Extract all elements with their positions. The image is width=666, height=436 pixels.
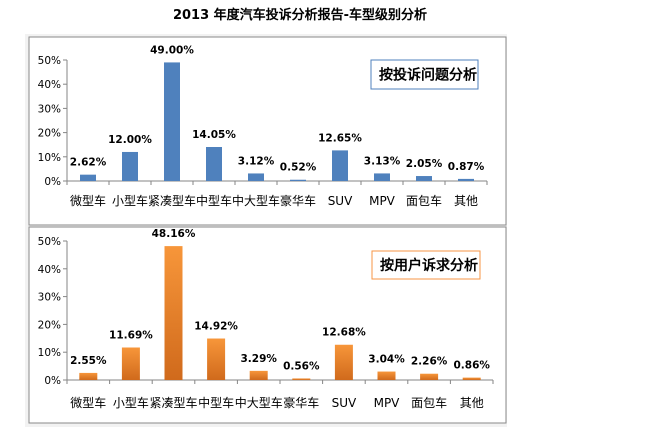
chart-title: 按用户诉求分析 <box>380 257 478 274</box>
data-label: 0.87% <box>448 161 485 173</box>
bar <box>420 373 439 380</box>
category-label: 豪华车 <box>283 395 319 410</box>
page-title: 2013 年度汽车投诉分析报告-车型级别分析 <box>173 7 427 23</box>
bar <box>374 173 390 181</box>
data-label: 12.00% <box>108 134 152 146</box>
bar <box>122 151 138 181</box>
data-label: 14.05% <box>192 129 236 141</box>
y-tick-label: 40% <box>38 264 61 276</box>
category-label: 其他 <box>460 396 484 410</box>
category-label: 中型车 <box>198 395 234 410</box>
category-label: MPV <box>374 396 401 410</box>
category-label: 微型车 <box>70 395 106 410</box>
data-label: 2.62% <box>70 157 107 169</box>
y-tick-label: 0% <box>44 375 61 387</box>
y-tick-label: 20% <box>38 128 61 140</box>
chart-title-box <box>370 59 479 90</box>
bar <box>248 173 264 181</box>
y-tick-label: 30% <box>38 103 61 115</box>
category-label: 紧凑型车 <box>148 193 196 208</box>
category-label: MPV <box>369 194 396 208</box>
bar <box>249 370 268 380</box>
data-label: 14.92% <box>194 321 238 333</box>
category-label: 面包车 <box>411 395 447 410</box>
data-label: 12.68% <box>322 327 366 339</box>
category-label: 小型车 <box>113 395 149 410</box>
bar <box>416 176 432 181</box>
y-tick-label: 30% <box>38 292 61 304</box>
y-tick-label: 50% <box>38 55 61 67</box>
bar <box>334 344 353 380</box>
bar <box>332 150 348 181</box>
bar <box>80 174 96 181</box>
bar <box>207 338 226 380</box>
category-label: 面包车 <box>406 193 442 208</box>
chart-title: 按投诉问题分析 <box>379 67 477 84</box>
bar <box>206 146 222 181</box>
chart-title-box <box>371 250 481 280</box>
category-label: 中大型车 <box>235 395 283 410</box>
y-tick-label: 10% <box>38 152 61 164</box>
y-tick-label: 50% <box>38 236 61 248</box>
data-label: 48.16% <box>152 228 196 240</box>
data-label: 2.26% <box>411 356 448 368</box>
data-label: 0.52% <box>280 162 317 174</box>
bar <box>164 62 180 181</box>
data-label: 0.86% <box>453 360 490 372</box>
y-tick-label: 0% <box>44 176 61 188</box>
bar <box>79 372 98 380</box>
category-label: 中型车 <box>196 193 232 208</box>
data-label: 2.05% <box>406 158 443 170</box>
bar <box>164 246 183 380</box>
category-label: 豪华车 <box>280 193 316 208</box>
chart-complaint-issue: 0% 10% 20% 30% 40% 50% 2.62% 微型车 12.00% 小型车 49.00%… <box>38 44 488 208</box>
bar <box>121 347 140 380</box>
data-label: 3.04% <box>368 354 405 366</box>
data-label: 2.55% <box>70 355 107 367</box>
data-label: 12.65% <box>318 132 362 144</box>
data-label: 0.56% <box>283 360 320 372</box>
category-label: SUV <box>332 396 357 410</box>
category-label: 紧凑型车 <box>149 395 197 410</box>
y-tick-label: 20% <box>38 319 61 331</box>
category-label: 其他 <box>454 194 478 208</box>
y-tick-label: 40% <box>38 79 61 91</box>
bar <box>458 178 474 181</box>
category-label: 微型车 <box>70 193 106 208</box>
data-label: 3.12% <box>238 155 275 167</box>
category-label: SUV <box>328 194 353 208</box>
bar <box>462 377 481 380</box>
category-label: 中大型车 <box>232 193 280 208</box>
y-tick-label: 10% <box>38 347 61 359</box>
data-label: 3.29% <box>240 353 277 365</box>
data-label: 49.00% <box>150 44 194 56</box>
data-label: 3.13% <box>364 155 401 167</box>
chart-user-demand: 0% 10% 20% 30% 40% 50% 2.55% 微型车 11.69% 小型车 48.16%… <box>38 228 494 410</box>
bar <box>292 378 311 380</box>
bar <box>377 371 396 380</box>
category-label: 小型车 <box>112 193 148 208</box>
data-label: 11.69% <box>109 330 153 342</box>
bar <box>290 179 306 181</box>
